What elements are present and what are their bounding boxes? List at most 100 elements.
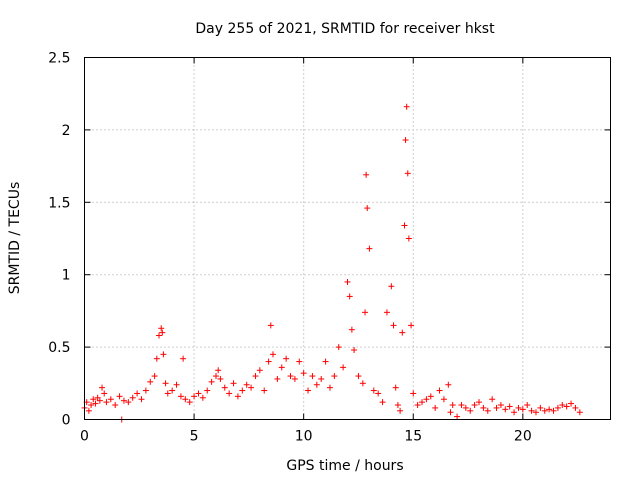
axis-ticks: [84, 57, 611, 420]
data-point: [484, 407, 491, 414]
data-point: [344, 278, 351, 285]
data-point: [159, 329, 166, 336]
data-point: [248, 384, 255, 391]
data-point: [191, 393, 198, 400]
data-point: [408, 322, 415, 329]
data-point: [405, 235, 412, 242]
y-axis-title: SRMTID / TECUs: [7, 182, 23, 295]
data-point: [99, 384, 106, 391]
data-point: [440, 396, 447, 403]
data-point: [291, 375, 298, 382]
y-tick-label: 1.5: [48, 195, 70, 211]
data-point: [300, 370, 307, 377]
data-point: [226, 390, 233, 397]
data-point: [331, 373, 338, 380]
data-point: [261, 387, 268, 394]
data-point: [267, 322, 274, 329]
data-point: [230, 380, 237, 387]
data-point: [116, 393, 123, 400]
data-point: [493, 404, 500, 411]
data-point: [355, 373, 362, 380]
data-point: [410, 390, 417, 397]
data-point: [90, 396, 97, 403]
data-point: [153, 355, 160, 362]
data-point: [173, 381, 180, 388]
data-point: [502, 406, 509, 413]
data-point: [162, 380, 169, 387]
data-point: [346, 293, 353, 300]
data-point: [515, 404, 522, 411]
grid-lines: [84, 57, 611, 420]
x-axis-title: GPS time / hours: [286, 458, 403, 474]
data-point: [169, 387, 176, 394]
data-point: [208, 378, 215, 385]
data-point: [85, 407, 92, 414]
data-point: [414, 402, 421, 409]
data-point: [182, 396, 189, 403]
data-point: [497, 402, 504, 409]
data-point: [296, 358, 303, 365]
y-tick-label: 0.5: [48, 340, 70, 356]
data-point: [256, 367, 263, 374]
data-point: [215, 367, 222, 374]
data-point: [274, 375, 281, 382]
data-point: [156, 332, 163, 339]
data-point: [129, 394, 136, 401]
data-point: [480, 404, 487, 411]
y-tick-labels: 0 0.5 1 1.5 2 2.5: [48, 51, 70, 429]
data-point: [305, 387, 312, 394]
data-point: [419, 399, 426, 406]
data-point: [454, 413, 461, 420]
data-point: [550, 407, 557, 414]
data-point: [92, 400, 99, 407]
data-point: [462, 404, 469, 411]
data-point: [392, 384, 399, 391]
data-points: [81, 103, 583, 423]
data-point: [164, 390, 171, 397]
x-tick-labels: 0 5 10 15 20: [80, 429, 532, 445]
data-point: [134, 390, 141, 397]
data-point: [432, 404, 439, 411]
data-point: [366, 245, 373, 252]
data-point: [449, 402, 456, 409]
data-point: [269, 351, 276, 358]
data-point: [265, 358, 272, 365]
data-point: [287, 373, 294, 380]
data-point: [322, 358, 329, 365]
data-point: [204, 387, 211, 394]
data-point: [103, 399, 110, 406]
data-point: [125, 399, 132, 406]
data-point: [370, 387, 377, 394]
data-point: [404, 170, 411, 177]
data-point: [559, 402, 566, 409]
data-point: [528, 407, 535, 414]
data-point: [563, 403, 570, 410]
data-point: [186, 399, 193, 406]
data-point: [348, 326, 355, 333]
data-point: [447, 409, 454, 416]
data-point: [158, 325, 165, 332]
y-tick-label: 2: [62, 123, 71, 139]
data-point: [363, 171, 370, 178]
data-point: [359, 380, 366, 387]
plot-frame: [84, 57, 611, 420]
data-point: [326, 384, 333, 391]
data-point: [120, 397, 127, 404]
data-point: [335, 344, 342, 351]
data-point: [476, 399, 482, 406]
data-point: [423, 396, 430, 403]
data-point: [351, 346, 358, 353]
data-point: [390, 322, 397, 329]
data-point: [199, 394, 206, 401]
x-tick-label: 0: [80, 429, 89, 445]
data-point: [142, 387, 149, 394]
data-point: [364, 205, 371, 212]
data-point: [467, 407, 474, 414]
data-point: [177, 393, 184, 400]
data-point: [217, 375, 224, 382]
data-point: [283, 355, 290, 362]
data-point: [402, 137, 409, 144]
data-point: [221, 384, 228, 391]
data-point: [107, 396, 114, 403]
